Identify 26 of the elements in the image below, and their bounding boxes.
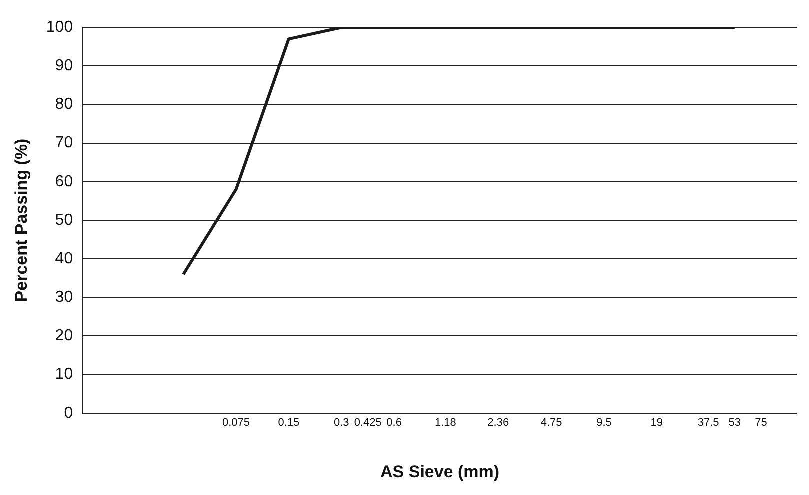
- y-tick-label: 80: [55, 96, 74, 114]
- x-tick-label: 53: [728, 417, 742, 430]
- y-tick-label: 50: [55, 212, 74, 229]
- x-tick-label: 37.5: [698, 417, 720, 430]
- x-tick-label: 75: [755, 417, 768, 430]
- y-tick-label: 100: [46, 19, 74, 36]
- y-tick-label: 40: [55, 250, 74, 268]
- x-tick-label: 9.5: [596, 417, 612, 430]
- x-tick-label: 0.425: [354, 417, 382, 430]
- y-tick-label: 90: [55, 58, 74, 75]
- x-tick-label: 0.6: [386, 417, 402, 430]
- x-tick-label: 1.18: [434, 417, 456, 430]
- y-axis-title: Percent Passing (%): [12, 138, 31, 302]
- x-tick-label: 2.36: [488, 417, 510, 430]
- y-tick-label: 70: [55, 134, 74, 152]
- y-tick-label: 0: [64, 404, 74, 422]
- x-tick-label: 4.75: [540, 417, 562, 430]
- x-tick-label: 0.3: [334, 417, 350, 430]
- y-tick-label: 60: [55, 173, 74, 190]
- y-tick-label: 10: [55, 366, 74, 384]
- x-tick-label: 0.075: [222, 417, 250, 430]
- y-tick-label: 20: [55, 328, 74, 345]
- x-axis-title: AS Sieve (mm): [380, 462, 500, 482]
- x-tick-label: 19: [650, 417, 664, 430]
- y-tick-label: 30: [55, 289, 74, 306]
- x-tick-label: 0.15: [278, 417, 300, 430]
